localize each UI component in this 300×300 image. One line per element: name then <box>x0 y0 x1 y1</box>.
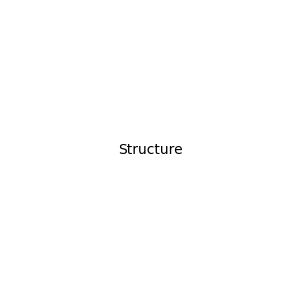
Text: Structure: Structure <box>118 143 182 157</box>
